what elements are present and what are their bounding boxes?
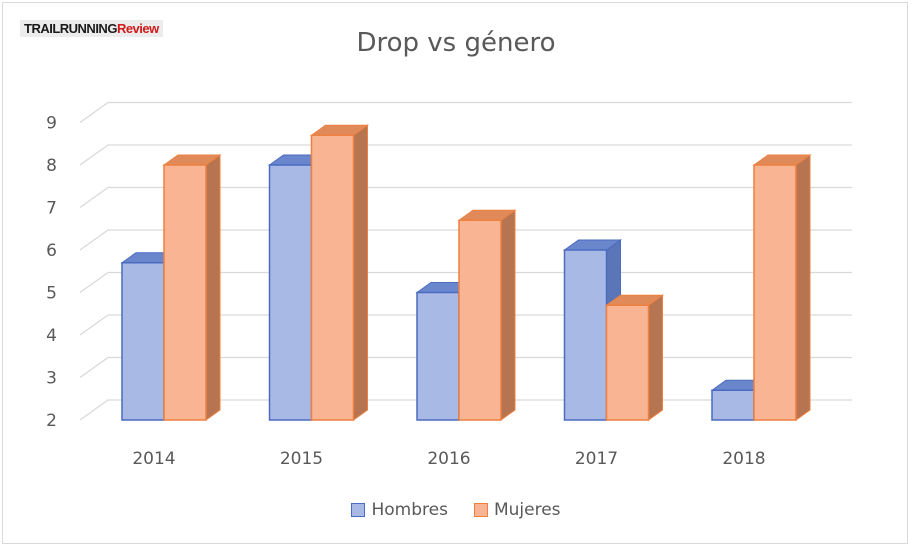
legend-label-mujeres: Mujeres bbox=[493, 500, 561, 520]
x-tick-label: 2015 bbox=[280, 449, 323, 469]
legend-label-hombres: Hombres bbox=[371, 500, 448, 520]
y-tick-label: 8 bbox=[46, 156, 57, 176]
bar-side bbox=[648, 294, 663, 421]
bar-hombres-2017 bbox=[562, 239, 623, 421]
y-tick-label: 6 bbox=[46, 241, 57, 261]
bar-front bbox=[711, 389, 755, 421]
gridline bbox=[79, 186, 852, 209]
brand-logo: TRAILRUNNINGReview bbox=[20, 20, 163, 37]
y-tick-label: 3 bbox=[46, 369, 57, 389]
bar-front bbox=[753, 164, 797, 421]
logo-text-review: Review bbox=[116, 21, 159, 36]
y-axis: 2 3 4 5 6 7 8 9 bbox=[46, 114, 57, 432]
bar-mujeres-2018 bbox=[752, 154, 812, 421]
gridline bbox=[79, 229, 852, 251]
y-tick-label: 4 bbox=[46, 326, 57, 346]
bar-mujeres-2016 bbox=[457, 209, 517, 421]
logo-text-trailrunning: TRAILRUNNING bbox=[24, 21, 117, 36]
chart-title: Drop vs género bbox=[356, 28, 556, 58]
bar-side bbox=[205, 154, 221, 421]
x-axis: 2014 2015 2016 2017 2018 bbox=[132, 449, 765, 469]
legend-swatch-hombres bbox=[351, 503, 366, 517]
x-tick-label: 2016 bbox=[427, 449, 470, 469]
bar-side bbox=[795, 154, 811, 421]
y-tick-label: 7 bbox=[46, 199, 57, 219]
bar-mujeres-2014 bbox=[162, 154, 222, 421]
legend: Hombres Mujeres bbox=[0, 500, 912, 520]
bar-side bbox=[500, 209, 516, 421]
x-tick-label: 2018 bbox=[722, 449, 765, 469]
bar-front bbox=[563, 249, 608, 421]
bar-front bbox=[416, 291, 460, 421]
gridline bbox=[79, 144, 852, 166]
bar-front bbox=[268, 164, 313, 421]
y-tick-label: 2 bbox=[46, 411, 57, 431]
x-tick-label: 2017 bbox=[575, 449, 618, 469]
bars bbox=[120, 124, 812, 421]
bar-front bbox=[163, 164, 207, 421]
bar-mujeres-2015 bbox=[309, 124, 370, 421]
bar-mujeres-2017 bbox=[604, 294, 665, 421]
legend-item-hombres: Hombres bbox=[351, 500, 448, 520]
bar-front bbox=[458, 219, 502, 421]
y-tick-label: 9 bbox=[46, 114, 57, 134]
y-tick-label: 5 bbox=[46, 284, 57, 304]
x-tick-label: 2014 bbox=[132, 449, 175, 469]
legend-item-mujeres: Mujeres bbox=[473, 500, 561, 520]
bar-front bbox=[605, 304, 650, 421]
bar-front bbox=[310, 134, 355, 421]
legend-swatch-mujeres bbox=[473, 503, 488, 517]
bar-front bbox=[121, 262, 165, 421]
gridline bbox=[79, 101, 852, 124]
bar-side bbox=[353, 124, 368, 421]
